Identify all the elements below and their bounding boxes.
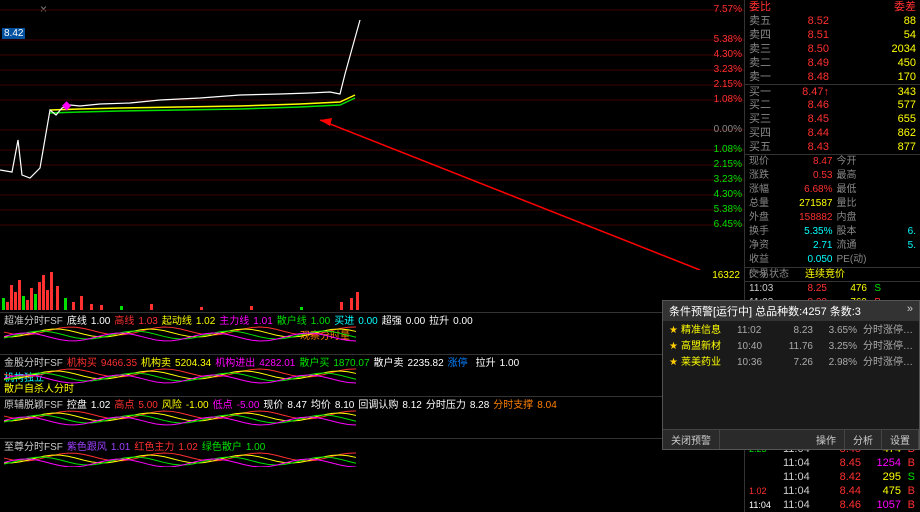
volume-bar [64, 298, 67, 310]
alert-row[interactable]: ★精准信息11:028.233.65%分时涨停… [665, 323, 917, 339]
orderbook-row[interactable]: 卖三8.502034 [745, 42, 920, 56]
volume-bar [30, 288, 33, 310]
orderbook-row[interactable]: 卖一8.48170 [745, 70, 920, 84]
volume-label: 16322 [710, 270, 742, 281]
volume-bar [150, 304, 153, 310]
volume-bar [100, 305, 103, 310]
orderbook-row[interactable]: 卖五8.5288 [745, 14, 920, 28]
volume-bar [90, 304, 93, 310]
grid-label: 7.57% [714, 4, 742, 15]
orderbook-row[interactable]: 买四8.44862 [745, 126, 920, 140]
price-label: 8.42 [2, 28, 25, 39]
volume-bar [80, 296, 83, 310]
grid-label: 1.08% [714, 144, 742, 155]
indicator-panel[interactable]: 至尊分时FSF紫色跟风1.01红色主力1.02绿色散户1.00 [0, 438, 744, 466]
stats-row: 净资2.71流通5. [745, 239, 920, 253]
orderbook-row[interactable]: 买五8.43877 [745, 140, 920, 154]
orderbook-row[interactable]: 卖四8.5154 [745, 28, 920, 42]
volume-bar [200, 307, 203, 310]
orderbook: 委比 委差 卖五8.5288卖四8.5154卖三8.502034卖二8.4945… [745, 0, 920, 154]
alert-expand-icon[interactable]: » [907, 303, 913, 319]
volume-bar [38, 282, 41, 310]
indicator-panel[interactable]: 金股分时FSF机构买9466.35机构卖5204.34机构进出4282.01散户… [0, 354, 744, 396]
grid-label: 4.30% [714, 49, 742, 60]
volume-bar [340, 302, 343, 310]
volume-bar [350, 298, 353, 310]
price-chart[interactable]: 7.57% 5.38% 4.30% 3.23% 2.15% 1.08% 0.00% 1.08%… [0, 0, 744, 270]
ticker-panel-2: 2.2511:048.45474B11:048.451254B11:048.42… [745, 442, 920, 512]
volume-bar [300, 307, 303, 310]
grid-label: 5.38% [714, 204, 742, 215]
volume-bar [56, 286, 59, 310]
alert-title: 条件预警[运行中] 总品种数:4257 条数:3 [669, 303, 861, 319]
alert-row[interactable]: ★高盟新材10:4011.763.25%分时涨停… [665, 339, 917, 355]
ticker-row: 11:0411:048.461057B [745, 498, 920, 512]
volume-bar [26, 300, 29, 310]
chart-area: × 7.57%5.38%4.30%3.23%2.15%1.08%0.00%1.0… [0, 0, 744, 512]
price-chart-svg [0, 0, 744, 270]
volume-bar [42, 275, 45, 310]
stats-row: 总量271587量比 [745, 197, 920, 211]
volume-bar [34, 294, 37, 310]
stats-row: 换手5.35%股本6. [745, 225, 920, 239]
orderbook-row[interactable]: 买一8.47↑343 [745, 84, 920, 98]
volume-bar [10, 285, 13, 310]
alert-close-btn[interactable]: 关闭预警 [663, 430, 720, 449]
volume-bar [18, 280, 21, 310]
grid-label: 0.00% [714, 124, 742, 135]
volume-bar [120, 306, 123, 310]
orderbook-row[interactable]: 卖二8.49450 [745, 56, 920, 70]
volume-bar [22, 296, 25, 310]
ob-header-l: 委比 [749, 0, 771, 14]
grid-label: 1.08% [714, 94, 742, 105]
volume-bar [6, 302, 9, 310]
alert-row[interactable]: ★莱美药业10:367.262.98%分时涨停… [665, 355, 917, 371]
volume-chart[interactable]: 16322 [0, 270, 744, 310]
ticker-row: 11:048.42295S [745, 470, 920, 484]
diamond-marker: ◆ [62, 98, 71, 112]
volume-bar [50, 272, 53, 310]
alert-action-btn[interactable]: 操作 [808, 430, 845, 449]
stats-row: 涨幅6.68%最低 [745, 183, 920, 197]
volume-bar [250, 306, 253, 310]
grid-label: 3.23% [714, 174, 742, 185]
stats-panel: 现价8.47今开涨跌0.53最高涨幅6.68%最低总量271587量比外盘158… [745, 154, 920, 267]
ticker-row: 11:038.25476S [745, 282, 920, 296]
volume-bar [356, 292, 359, 310]
indicator-panel[interactable]: 原辅脱颖FSF控盘1.02高点5.00风险-1.00低点-5.00现价8.47均… [0, 396, 744, 438]
alert-window[interactable]: 条件预警[运行中] 总品种数:4257 条数:3 » ★精准信息11:028.2… [662, 300, 920, 450]
volume-bar [72, 302, 75, 310]
volume-bar [2, 298, 5, 310]
grid-label: 2.15% [714, 79, 742, 90]
alert-action-btn[interactable]: 设置 [882, 430, 919, 449]
stats-row: 现价8.47今开 [745, 155, 920, 169]
orderbook-row[interactable]: 买二8.46577 [745, 98, 920, 112]
orderbook-row[interactable]: 买三8.45655 [745, 112, 920, 126]
stats-row: 涨跌0.53最高 [745, 169, 920, 183]
grid-label: 6.45% [714, 219, 742, 230]
ticker-row: 1.0211:048.44475B [745, 484, 920, 498]
ob-header-r: 委差 [894, 0, 916, 14]
grid-label: 5.38% [714, 34, 742, 45]
alert-action-btn[interactable]: 分析 [845, 430, 882, 449]
ticker-row: 11:048.451254B [745, 456, 920, 470]
indicator-panel[interactable]: 超准分时FSF底线1.00高线1.03起动线1.02主力线1.01散户线1.00… [0, 312, 744, 354]
stats-row: 外盘158882内盘 [745, 211, 920, 225]
grid-label: 3.23% [714, 64, 742, 75]
trade-status: 连续竞价 [805, 268, 845, 281]
grid-label: 4.30% [714, 189, 742, 200]
stats-row: 收益(一)0.050PE(动) [745, 253, 920, 267]
trade-status-label: 交易状态 [749, 268, 805, 281]
volume-bar [46, 290, 49, 310]
volume-bar [14, 292, 17, 310]
alert-body: ★精准信息11:028.233.65%分时涨停…★高盟新材10:4011.763… [663, 321, 919, 373]
grid-label: 2.15% [714, 159, 742, 170]
